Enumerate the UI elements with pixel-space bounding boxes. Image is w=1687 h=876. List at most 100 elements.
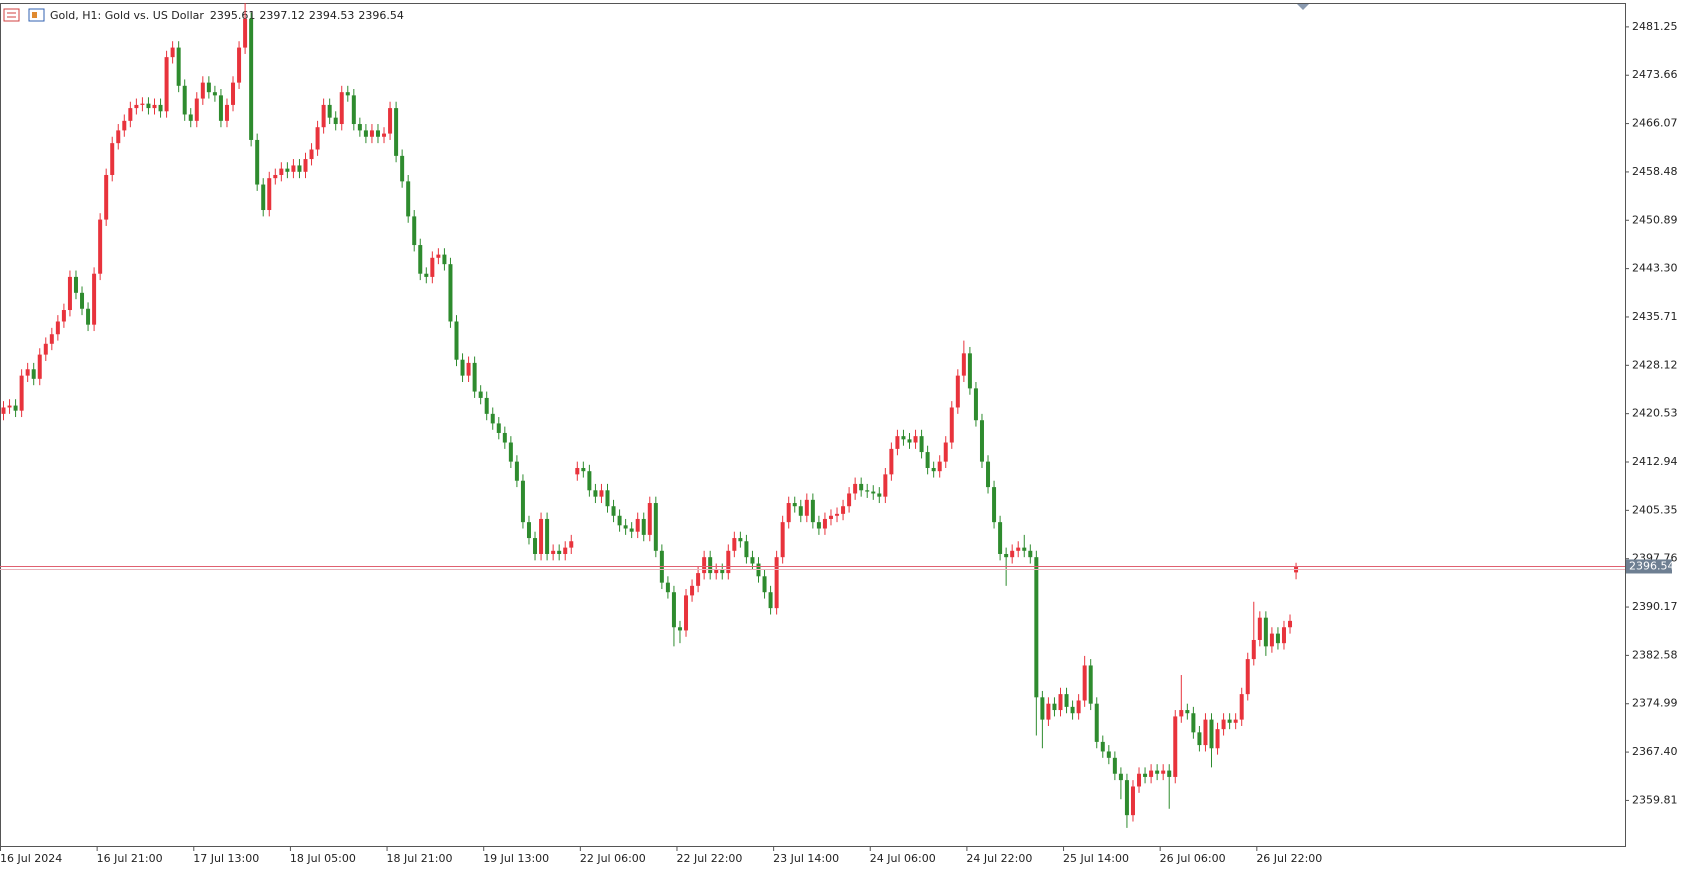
candle-body	[25, 369, 30, 376]
candle-body	[913, 436, 918, 443]
y-tick-label: 2359.81	[1632, 793, 1678, 806]
candle-body	[104, 174, 109, 220]
y-tick-label: 2412.94	[1632, 455, 1678, 468]
candle-body	[212, 92, 217, 96]
candle-body	[1028, 550, 1033, 558]
candle-body	[442, 254, 447, 265]
candle-body	[194, 98, 199, 121]
candle-body	[853, 483, 858, 494]
candle-body	[170, 47, 175, 58]
candle-body	[786, 503, 791, 523]
title-close: 2396.54	[358, 9, 404, 22]
candle-body	[1269, 633, 1274, 647]
candle-body	[1010, 550, 1015, 558]
candle-body	[623, 525, 628, 529]
candle-body	[1203, 719, 1208, 746]
candle-body	[279, 168, 284, 175]
candle-body	[1233, 719, 1238, 723]
candle-body	[218, 95, 223, 121]
candle-body	[7, 405, 12, 408]
candle-body	[460, 359, 465, 376]
candle-body	[188, 114, 193, 121]
candle-body	[605, 490, 610, 507]
candle-body	[804, 499, 809, 516]
candle-body	[599, 490, 604, 497]
candle-body	[949, 407, 954, 443]
candle-body	[73, 276, 78, 293]
candle-body	[176, 47, 181, 86]
candle-body	[943, 442, 948, 462]
candle-body	[919, 436, 924, 453]
candle-body	[1143, 773, 1148, 777]
candle-body	[671, 592, 676, 628]
y-tick-label: 2367.40	[1632, 745, 1678, 758]
candle-body	[533, 538, 538, 554]
candle-body	[351, 95, 356, 125]
candle-body	[80, 292, 85, 309]
candle-body	[1, 407, 6, 414]
candle-body	[424, 273, 429, 277]
candle-body	[961, 353, 966, 376]
candle-body	[1209, 719, 1214, 749]
symbol-icon	[3, 8, 45, 22]
candle-body	[86, 308, 91, 325]
candle-body	[261, 184, 266, 211]
candle-body	[55, 321, 60, 335]
candle-body	[762, 576, 767, 593]
candle-body	[412, 216, 417, 246]
candle-body	[925, 452, 930, 468]
candle-body	[907, 439, 912, 443]
candle-body	[255, 139, 260, 185]
candle-body	[1082, 665, 1087, 701]
candle-body	[545, 518, 550, 554]
candle-body	[1100, 741, 1105, 752]
candle-body	[986, 461, 991, 488]
candle-body	[49, 334, 54, 344]
chart-title: Gold, H1: Gold vs. US Dollar 2395.61 2397.…	[50, 9, 404, 22]
candle-body	[1227, 719, 1232, 723]
candle-body	[291, 165, 296, 172]
candle-body	[551, 550, 556, 554]
candle-body	[1040, 697, 1045, 720]
candle-body	[780, 522, 785, 558]
candle-body	[690, 585, 695, 596]
candle-body	[478, 391, 483, 398]
y-tick-label: 2382.58	[1632, 648, 1678, 661]
title-low: 2394.53	[309, 9, 355, 22]
candle-body	[1288, 620, 1293, 628]
candle-body	[152, 104, 157, 109]
y-tick-label: 2473.66	[1632, 68, 1678, 81]
candle-body	[931, 467, 936, 472]
candle-body	[1046, 703, 1051, 720]
candle-body	[146, 103, 151, 109]
candle-body	[738, 538, 743, 542]
candle-body	[406, 181, 411, 217]
x-tick-label: 17 Jul 13:00	[193, 852, 259, 865]
candle-body	[388, 108, 393, 134]
candle-body	[297, 165, 302, 172]
title-open: 2395.61	[210, 9, 256, 22]
candle-body	[1221, 719, 1226, 730]
candle-body	[1185, 710, 1190, 714]
candle-body	[448, 264, 453, 322]
candle-body	[1034, 557, 1039, 698]
candle-body	[847, 493, 852, 507]
candle-body	[653, 503, 658, 551]
candle-body	[182, 85, 187, 115]
y-tick-label: 2450.89	[1632, 213, 1678, 226]
candle-body	[720, 569, 725, 574]
candle-body	[635, 518, 640, 532]
candle-body	[1118, 773, 1123, 781]
candle-body	[1124, 780, 1129, 816]
candle-body	[394, 108, 399, 156]
candle-body	[1022, 547, 1027, 551]
candle-body	[454, 321, 459, 360]
candle-body	[13, 405, 18, 411]
candle-body	[539, 518, 544, 554]
candle-body	[744, 541, 749, 558]
candle-body	[243, 18, 248, 48]
candle-body	[792, 503, 797, 507]
icon-fill	[32, 12, 37, 18]
candle-body	[1064, 694, 1069, 707]
candle-body	[249, 18, 254, 140]
